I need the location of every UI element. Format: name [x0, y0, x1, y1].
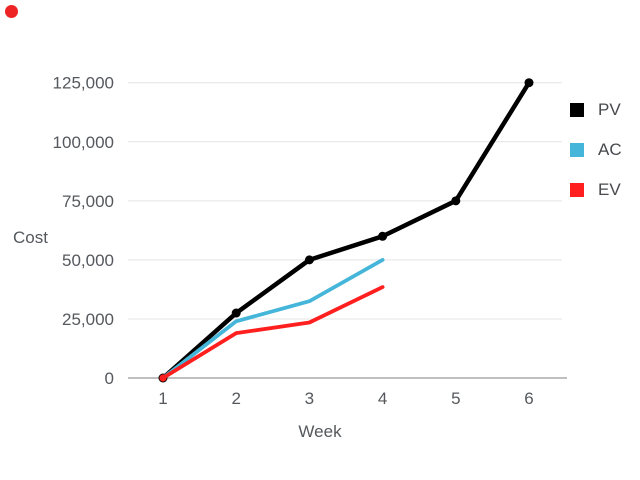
ev-swatch-icon [570, 183, 584, 197]
y-tick-label: 25,000 [62, 310, 114, 329]
x-tick-label: 3 [305, 389, 314, 408]
y-tick-label: 125,000 [53, 74, 114, 93]
x-tick-label: 2 [231, 389, 240, 408]
legend-item-pv: PV [570, 90, 622, 130]
data-point-pv [451, 196, 461, 206]
data-point-pv [304, 255, 314, 265]
ac-swatch-icon [570, 143, 584, 157]
data-point-pv [524, 78, 534, 88]
click-indicator-icon [5, 5, 18, 18]
legend-label-ev: EV [598, 180, 621, 199]
x-tick-label: 5 [451, 389, 460, 408]
y-tick-label: 75,000 [62, 192, 114, 211]
legend-label-pv: PV [598, 100, 621, 119]
legend-item-ev: EV [570, 170, 622, 210]
x-tick-label: 6 [524, 389, 533, 408]
x-tick-label: 1 [158, 389, 167, 408]
legend: PV AC EV [570, 90, 622, 210]
y-axis-title: Cost [13, 228, 48, 247]
series-line-ev [161, 285, 385, 380]
x-axis-title: Week [298, 422, 342, 441]
series-line-ac [161, 257, 385, 380]
pv-swatch-icon [570, 103, 584, 117]
legend-label-ac: AC [598, 140, 622, 159]
y-tick-label: 0 [105, 369, 114, 388]
series-line-pv [160, 80, 532, 381]
legend-item-ac: AC [570, 130, 622, 170]
x-tick-label: 4 [378, 389, 387, 408]
y-tick-label: 50,000 [62, 251, 114, 270]
origin-data-point [159, 374, 167, 382]
y-tick-label: 100,000 [53, 133, 114, 152]
data-point-pv [231, 308, 241, 318]
data-point-pv [378, 231, 388, 241]
